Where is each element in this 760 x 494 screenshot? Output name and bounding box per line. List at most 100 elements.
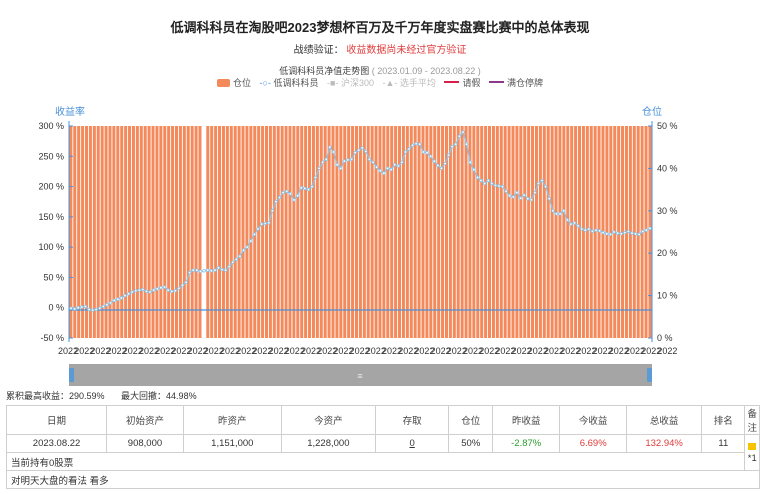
x-tick-label: 2022 (609, 346, 629, 356)
net-value-point (349, 157, 354, 161)
position-bar (437, 126, 441, 338)
net-value-point (400, 160, 404, 164)
deposit-link[interactable]: 0 (409, 438, 415, 449)
position-bar (358, 126, 362, 338)
position-bar (538, 126, 542, 338)
position-bar (593, 126, 597, 338)
x-tick-label: 2022 (463, 346, 483, 356)
net-value-point (303, 186, 307, 191)
legend-player[interactable]: -○- 低调科科员 (259, 78, 319, 88)
net-value-point (562, 209, 566, 213)
x-tick-label: 2022 (188, 346, 208, 356)
position-bar (566, 126, 570, 338)
position-bar (546, 126, 550, 338)
net-value-point (598, 229, 602, 233)
net-value-point (285, 189, 289, 194)
net-value-point (497, 184, 501, 188)
net-value-point (439, 166, 444, 171)
position-bar (88, 126, 92, 338)
view-row: 对明天大盘的看法 看多 (6, 470, 760, 489)
position-bar (73, 126, 77, 338)
position-bar (409, 126, 413, 338)
position-bar (241, 126, 245, 338)
position-bar (480, 126, 484, 338)
net-value-point (540, 178, 544, 183)
position-bar (280, 126, 284, 338)
legend-position[interactable]: 仓位 (217, 78, 251, 88)
net-value-point (511, 195, 515, 199)
legend-leave[interactable]: 请假 (444, 78, 480, 88)
navigator-track[interactable] (69, 364, 652, 386)
net-value-point (191, 268, 195, 272)
x-tick-label: 2022 (58, 346, 78, 356)
net-value-point (421, 150, 426, 154)
net-value-point (256, 227, 260, 231)
net-value-point (522, 193, 526, 197)
th-position: 仓位 (448, 405, 494, 435)
net-value-point (202, 269, 206, 273)
legend-position-label: 仓位 (233, 78, 252, 88)
position-bar (405, 126, 409, 338)
position-bar (319, 126, 323, 338)
position-bar (327, 126, 331, 338)
net-value-point (310, 184, 314, 189)
net-value-point (195, 268, 199, 272)
th-initial: 初始资产 (106, 405, 184, 435)
net-value-point (468, 160, 472, 164)
position-bar (128, 126, 132, 338)
legend-halt[interactable]: 满仓停牌 (488, 78, 543, 88)
position-bar (347, 126, 351, 338)
x-tick-label: 2022 (155, 346, 175, 356)
net-value-point (529, 198, 533, 202)
left-tick-label: 250 % (38, 151, 64, 161)
net-value-point (80, 305, 84, 309)
cell-initial: 908,000 (106, 434, 184, 453)
position-bar (194, 126, 198, 338)
net-value-point (590, 229, 595, 234)
cell-note[interactable]: *1 (744, 434, 760, 471)
x-tick-label: 2022 (269, 346, 289, 356)
position-bar (374, 126, 378, 338)
net-value-point (518, 196, 523, 200)
position-bar (585, 126, 589, 338)
position-bar (257, 126, 261, 338)
net-value-point (500, 184, 505, 189)
position-bar (92, 126, 96, 338)
legend-halt-swatch (488, 81, 504, 83)
navigator-handle-right[interactable] (647, 368, 652, 382)
position-bar (284, 126, 288, 338)
right-tick-label: 40 % (657, 163, 678, 173)
net-value-point (403, 150, 408, 154)
net-value-point (410, 143, 415, 148)
navigator-grip[interactable]: ≡ (357, 371, 362, 381)
position-bar (229, 126, 233, 338)
legend-average[interactable]: -▲- 选手平均 (382, 78, 436, 88)
verify-line: 战绩验证： 收益数据尚未经过官方验证 (0, 41, 760, 56)
net-value-point (227, 264, 231, 269)
position-bar (104, 126, 108, 338)
net-value-point (375, 165, 379, 169)
position-bar (401, 126, 405, 338)
left-axis-ticks: 300 % 250 % 200 % 150 % 100 % 50 % 0 % -50 % (38, 121, 73, 343)
net-value-point (619, 232, 623, 236)
position-bar (468, 126, 472, 338)
th-total-return: 总收益 (626, 405, 703, 435)
net-value-point (486, 178, 490, 183)
chart-date-range: ( 2023.01.09 - 2023.08.22 ) (371, 66, 481, 76)
net-value-point (357, 148, 361, 152)
left-tick-label: 150 % (38, 212, 64, 222)
position-bar (495, 126, 499, 338)
x-tick-label: 2022 (431, 346, 451, 356)
position-bar (335, 126, 339, 338)
position-bar (507, 126, 511, 338)
legend-player-label: 低调科科员 (273, 78, 319, 88)
position-bar (542, 126, 546, 338)
net-value-point (641, 229, 645, 234)
navigator-handle-left[interactable] (69, 368, 74, 382)
position-bar (96, 126, 100, 338)
legend-hs300[interactable]: -■- 沪深300 (327, 78, 374, 88)
net-value-point (576, 224, 580, 228)
position-bar (272, 126, 276, 338)
net-value-point (112, 298, 116, 303)
position-bar (621, 126, 625, 338)
